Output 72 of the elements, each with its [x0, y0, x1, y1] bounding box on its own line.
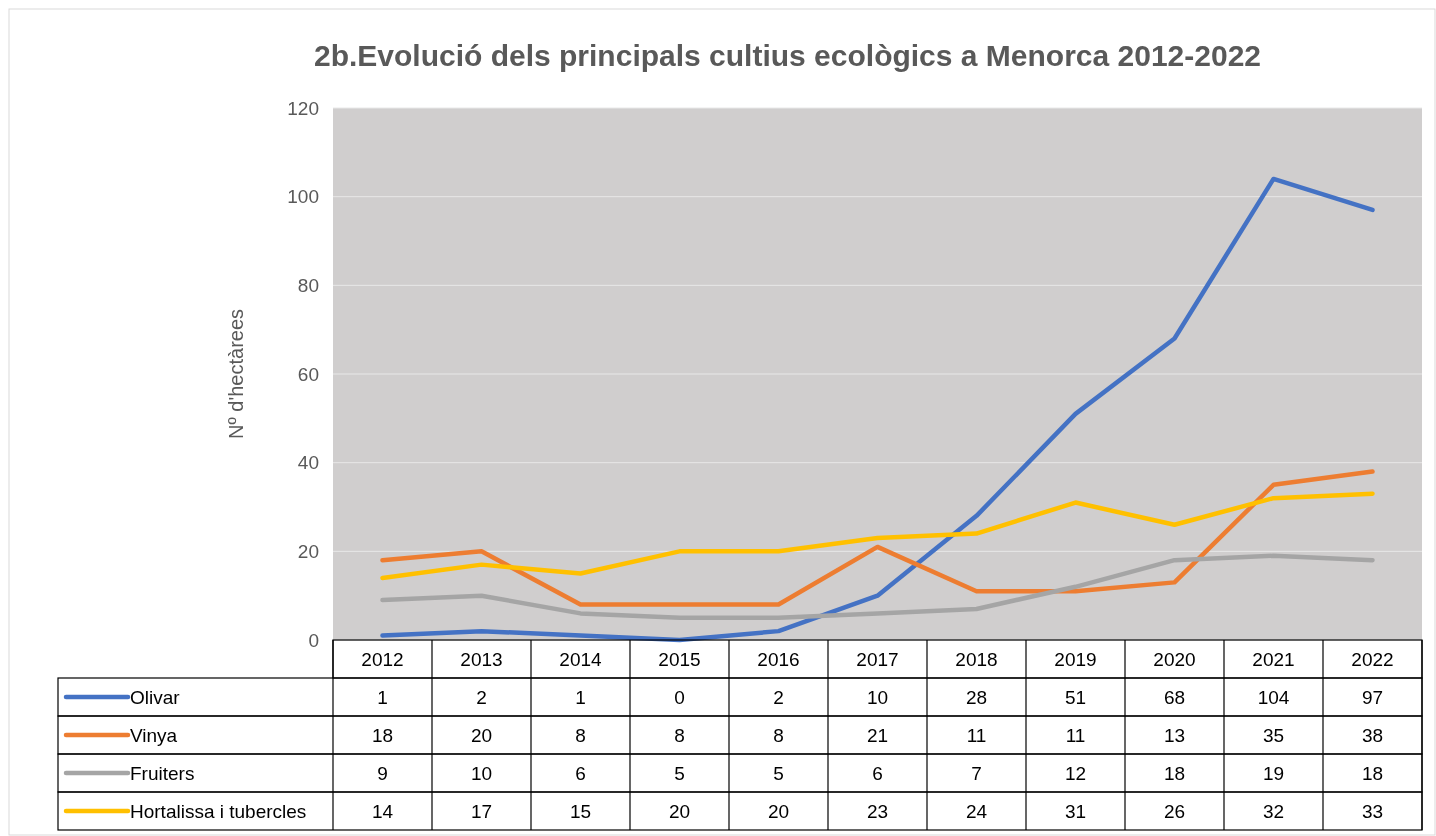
- x-tick-label: 2022: [1351, 648, 1394, 670]
- data-label: 28: [965, 686, 988, 708]
- data-label: 18: [1163, 762, 1186, 784]
- y-tick-label: 20: [297, 540, 319, 562]
- data-label: 68: [1163, 686, 1186, 708]
- data-label: 18: [371, 724, 394, 746]
- line-series: [380, 553, 1375, 621]
- data-label: 1: [377, 686, 388, 708]
- data-label: 97: [1361, 686, 1384, 708]
- data-label: 51: [1064, 686, 1087, 708]
- data-label: 5: [773, 762, 784, 784]
- data-label: 38: [1361, 724, 1384, 746]
- data-label: 2: [773, 686, 784, 708]
- y-tick-label: 120: [287, 97, 319, 119]
- x-tick-label: 2019: [1054, 648, 1097, 670]
- data-label: 20: [668, 800, 691, 822]
- x-tick-label: 2021: [1252, 648, 1295, 670]
- line-series: [380, 176, 1375, 643]
- line-series: [380, 469, 1375, 607]
- data-label: 6: [575, 762, 586, 784]
- data-label: 15: [569, 800, 592, 822]
- y-tick-label: 40: [297, 452, 319, 474]
- data-label: 26: [1163, 800, 1186, 822]
- x-tick-label: 2016: [757, 648, 800, 670]
- data-label: 10: [866, 686, 889, 708]
- data-label: 5: [674, 762, 685, 784]
- data-label: 11: [1065, 724, 1086, 746]
- data-label: 1: [575, 686, 586, 708]
- data-label: 7: [971, 762, 982, 784]
- x-tick-label: 2017: [856, 648, 899, 670]
- data-label: 31: [1064, 800, 1087, 822]
- data-label: 8: [575, 724, 586, 746]
- data-label: 14: [371, 800, 394, 822]
- legend-label: Hortalissa i tubercles: [130, 800, 307, 822]
- x-tick-label: 2013: [460, 648, 503, 670]
- data-label: 9: [377, 762, 388, 784]
- y-tick-label: 60: [297, 363, 319, 385]
- x-tick-label: 2014: [559, 648, 603, 670]
- x-tick-label: 2018: [955, 648, 998, 670]
- data-label: 8: [773, 724, 784, 746]
- y-tick-label: 80: [297, 274, 319, 296]
- data-label: 23: [866, 800, 889, 822]
- data-label: 20: [470, 724, 493, 746]
- data-label: 11: [966, 724, 987, 746]
- data-label: 2: [476, 686, 487, 708]
- line-series: [380, 491, 1375, 581]
- data-label: 21: [866, 724, 889, 746]
- data-label: 24: [965, 800, 988, 822]
- data-label: 6: [872, 762, 883, 784]
- x-tick-label: 2020: [1153, 648, 1196, 670]
- data-label: 35: [1262, 724, 1285, 746]
- data-label: 18: [1361, 762, 1384, 784]
- legend-label: Fruiters: [130, 762, 195, 784]
- chart-title: 2b.Evolució dels principals cultius ecològics a Menorca 2012-2022: [313, 39, 1262, 72]
- data-label: 17: [470, 800, 493, 822]
- data-label: 10: [470, 762, 493, 784]
- data-label: 8: [674, 724, 685, 746]
- y-tick-label: 100: [287, 186, 319, 208]
- data-label: 32: [1262, 800, 1285, 822]
- data-label: 0: [674, 686, 685, 708]
- legend-label: Vinya: [130, 724, 178, 746]
- x-tick-label: 2015: [658, 648, 701, 670]
- legend-label: Olivar: [130, 686, 181, 708]
- data-label: 20: [767, 800, 790, 822]
- data-label: 33: [1361, 800, 1384, 822]
- y-tick-label: 0: [308, 629, 319, 651]
- y-axis-title: Nº d'hectàrees: [225, 308, 247, 440]
- x-tick-label: 2012: [361, 648, 404, 670]
- data-label: 19: [1262, 762, 1285, 784]
- data-label: 13: [1163, 724, 1186, 746]
- data-label: 12: [1064, 762, 1087, 784]
- data-label: 104: [1257, 686, 1290, 708]
